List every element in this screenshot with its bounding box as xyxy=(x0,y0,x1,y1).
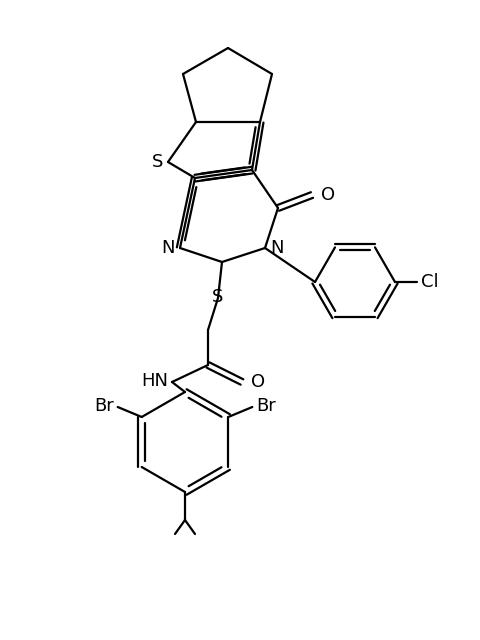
Text: O: O xyxy=(321,186,335,204)
Text: Br: Br xyxy=(94,397,114,415)
Text: S: S xyxy=(212,288,224,306)
Text: N: N xyxy=(161,239,175,257)
Text: S: S xyxy=(152,153,163,171)
Text: Cl: Cl xyxy=(421,273,439,291)
Text: Br: Br xyxy=(256,397,276,415)
Text: O: O xyxy=(251,373,265,391)
Text: HN: HN xyxy=(141,372,168,390)
Text: N: N xyxy=(270,239,284,257)
